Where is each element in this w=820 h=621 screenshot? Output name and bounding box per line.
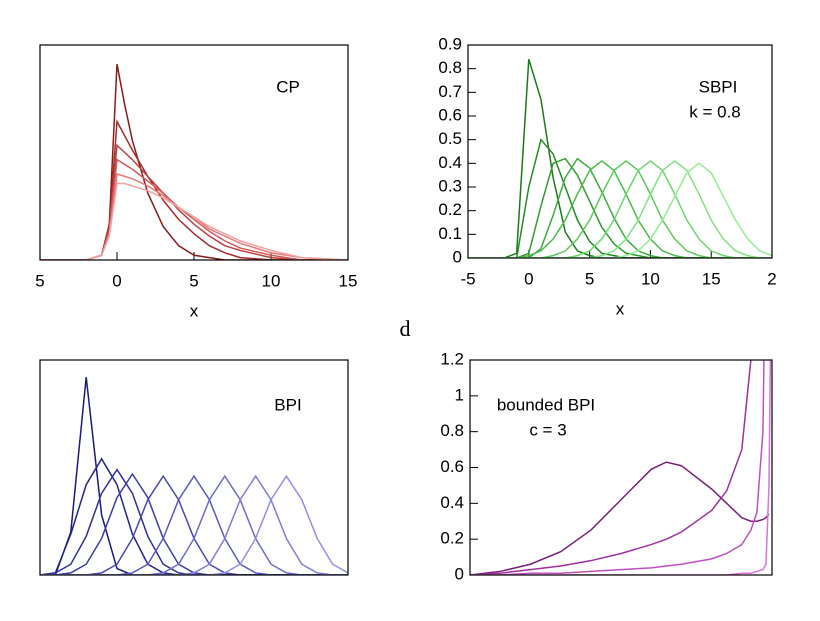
panel: BPI: [39, 359, 349, 576]
x-tick-label: 5: [189, 271, 198, 290]
curve: [40, 474, 348, 575]
panel: 0 0.2 0.4 0.6 0.8 1 1.2 bounded BPI c = 3: [440, 349, 773, 583]
curve: [40, 474, 348, 575]
y-tick-label: 0.3: [438, 176, 462, 195]
curve: [470, 461, 770, 575]
y-tick-label: 0.5: [438, 129, 462, 148]
curve: [470, 360, 752, 575]
x-tick-label: 0: [524, 269, 533, 288]
curves: [468, 58, 772, 258]
y-tick-label: 0.4: [440, 493, 464, 512]
curves: [40, 63, 348, 260]
curves: [40, 377, 348, 575]
annotation: SBPI: [699, 77, 738, 96]
curve: [40, 457, 348, 575]
plot-frame: [39, 359, 349, 576]
curve: [40, 377, 348, 575]
x-tick-label: 0: [112, 271, 121, 290]
curve: [40, 474, 348, 575]
annotation: BPI: [274, 395, 301, 414]
annotation: bounded BPI: [497, 395, 595, 414]
curves: [470, 360, 772, 575]
plot-frame: [467, 44, 773, 259]
x-tick-label: -5: [460, 269, 475, 288]
x-tick-label: 10: [641, 269, 660, 288]
curve: [468, 58, 772, 258]
curve: [40, 182, 348, 260]
x-axis-label: x: [616, 299, 625, 318]
panel: 5 0 5 10 15 x CP: [35, 44, 358, 320]
y-tick-label: 0.6: [440, 457, 464, 476]
curve: [470, 360, 772, 575]
curve: [468, 160, 772, 258]
plot-frame: [469, 359, 773, 576]
curve: [470, 360, 765, 575]
y-tick-label: 0.1: [438, 224, 462, 243]
curve: [468, 160, 772, 258]
x-tick-label: 15: [702, 269, 721, 288]
curve: [468, 160, 772, 258]
y-tick-label: 0.7: [438, 82, 462, 101]
curve: [468, 162, 772, 258]
curve: [468, 160, 772, 258]
y-tick-label: 0.2: [440, 529, 464, 548]
annotation: k = 0.8: [689, 102, 741, 121]
y-tick-label: 0.9: [438, 34, 462, 53]
y-tick-label: 1.2: [440, 349, 464, 368]
y-tick-label: 0: [455, 564, 464, 583]
x-tick-label: 15: [339, 271, 358, 290]
x-axis-label: x: [190, 301, 199, 320]
x-tick-label: 5: [585, 269, 594, 288]
annotation: CP: [276, 77, 300, 96]
y-tick-label: 0: [453, 247, 462, 266]
plot-frame: [39, 44, 349, 261]
x-tick-label: 2: [767, 269, 776, 288]
y-tick-label: 0.6: [438, 105, 462, 124]
curve: [40, 468, 348, 575]
x-tick-label: 10: [262, 271, 281, 290]
y-tick-label: 0.4: [438, 153, 462, 172]
y-tick-label: 1: [455, 385, 464, 404]
curve: [468, 157, 772, 258]
y-tick-label: 0.8: [440, 421, 464, 440]
curve: [468, 157, 772, 258]
curve: [40, 474, 348, 575]
y-tick-label: 0.8: [438, 58, 462, 77]
annotation: c = 3: [529, 420, 566, 439]
y-tick-label: 0.2: [438, 200, 462, 219]
figure-label: d: [400, 316, 411, 341]
x-tick-label: 5: [35, 271, 44, 290]
panel: -5 0 5 10 15 200.10.20.30.40.50.60.70.80.9xSB…: [438, 34, 776, 318]
curve: [468, 138, 772, 258]
